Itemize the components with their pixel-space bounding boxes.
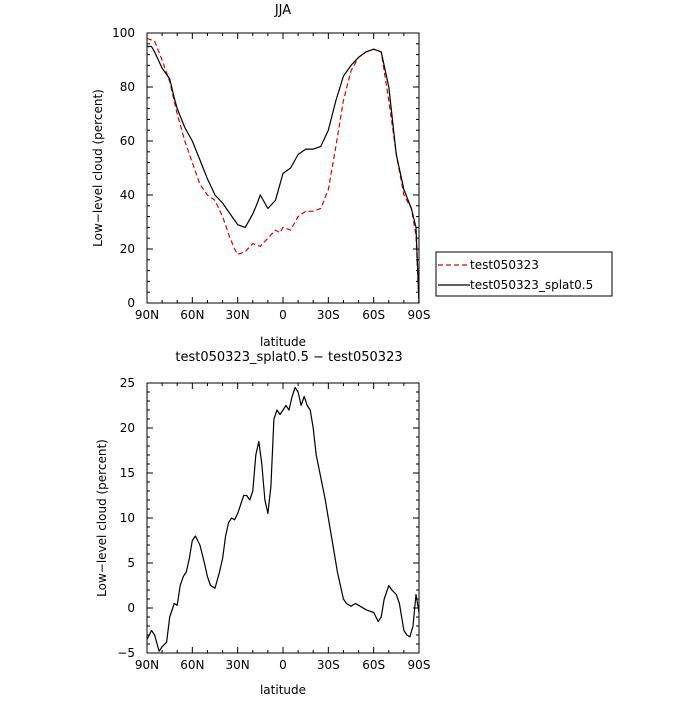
- top-ytick-label: 20: [120, 242, 135, 256]
- bottom-ytick-label: 15: [120, 466, 135, 480]
- bottom-ytick-label: −5: [117, 646, 135, 660]
- top-ytick-label: 0: [127, 296, 135, 310]
- bottom-xtick-label: 60N: [180, 658, 204, 672]
- top-xtick-label: 60S: [362, 308, 385, 322]
- legend-label-test050323: test050323: [470, 258, 539, 272]
- top-plot-title: JJA: [274, 3, 291, 18]
- bottom-xtick-label: 0: [279, 658, 287, 672]
- legend: test050323 test050323_splat0.5: [435, 251, 613, 297]
- top-plot-ticks: 90N 60N 30N 0 30S 60S 90S 0 20 40 60 80 100: [112, 26, 430, 322]
- bottom-plot-ylabel: Low−level cloud (percent): [95, 439, 109, 597]
- bottom-xtick-label: 90N: [135, 658, 159, 672]
- top-xtick-label: 30N: [226, 308, 250, 322]
- top-plot-xlabel: latitude: [260, 335, 306, 349]
- top-ytick-label: 60: [120, 134, 135, 148]
- top-series-line-1: [147, 45, 420, 304]
- bottom-ytick-label: 25: [120, 376, 135, 390]
- top-xtick-label: 90N: [135, 308, 159, 322]
- bottom-series-line-0: [146, 386, 420, 652]
- bottom-plot-title: test050323_splat0.5 − test050323: [175, 350, 402, 365]
- bottom-xtick-label: 90S: [408, 658, 431, 672]
- top-plot-frame: [146, 32, 420, 304]
- top-ytick-label: 40: [120, 188, 135, 202]
- bottom-xtick-label: 30N: [226, 658, 250, 672]
- top-plot: JJA latitude Low−level cloud (percent) 9…: [91, 3, 430, 349]
- top-plot-ylabel: Low−level cloud (percent): [91, 89, 105, 247]
- bottom-ytick-label: 0: [127, 601, 135, 615]
- top-xtick-label: 90S: [408, 308, 431, 322]
- legend-label-splat: test050323_splat0.5: [470, 278, 593, 292]
- top-ytick-label: 80: [120, 80, 135, 94]
- bottom-xtick-label: 30S: [317, 658, 340, 672]
- bottom-plot-xlabel: latitude: [260, 683, 306, 697]
- bottom-plot-frame: [146, 382, 420, 654]
- legend-box: [435, 251, 613, 297]
- top-ytick-label: 100: [112, 26, 135, 40]
- bottom-plot-ticks: 90N 60N 30N 0 30S 60S 90S −5 0 5 10 15 20 25: [117, 376, 430, 672]
- bottom-ytick-label: 20: [120, 421, 135, 435]
- top-plot-series: [146, 37, 420, 304]
- bottom-ytick-label: 5: [127, 556, 135, 570]
- bottom-ytick-label: 10: [120, 511, 135, 525]
- bottom-plot-series: [146, 386, 420, 652]
- top-xtick-label: 30S: [317, 308, 340, 322]
- top-xtick-label: 60N: [180, 308, 204, 322]
- bottom-xtick-label: 60S: [362, 658, 385, 672]
- bottom-plot: test050323_splat0.5 − test050323 latitud…: [95, 350, 430, 697]
- top-series-line-0: [146, 37, 420, 304]
- top-xtick-label: 0: [279, 308, 287, 322]
